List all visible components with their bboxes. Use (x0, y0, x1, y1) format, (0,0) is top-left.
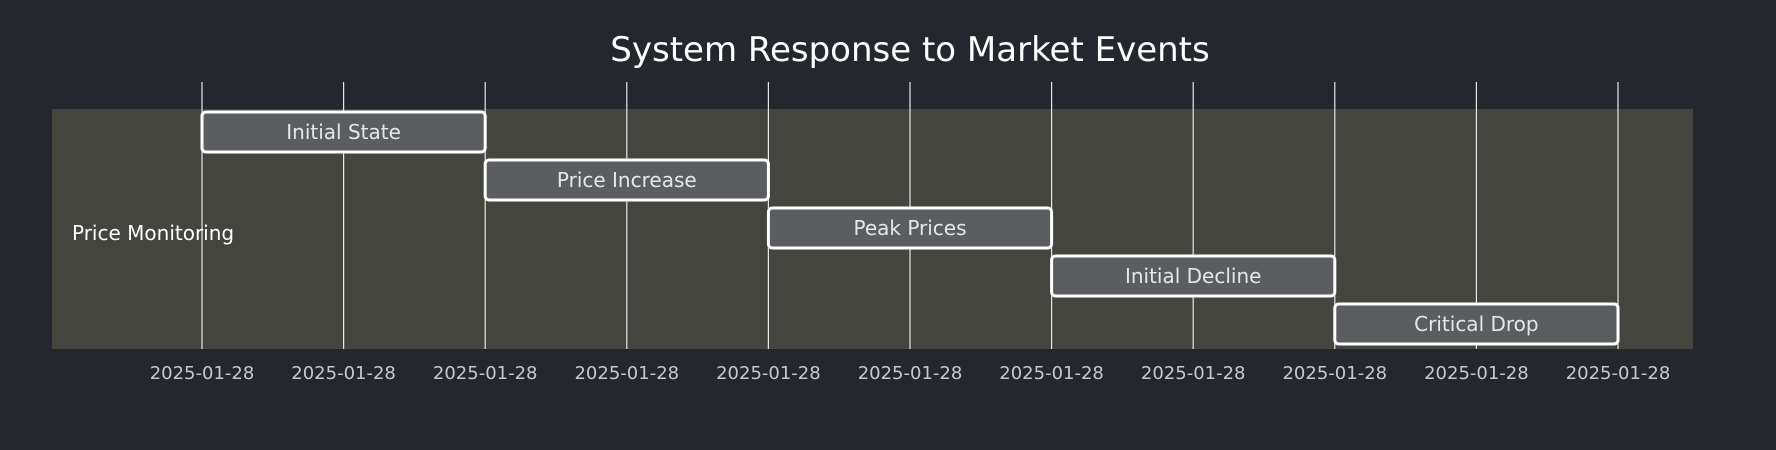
task-bar: Critical Drop (1333, 302, 1620, 346)
task-label: Initial Decline (1125, 264, 1262, 288)
x-tick-label: 2025-01-28 (1282, 363, 1387, 384)
task-bar: Price Increase (483, 158, 770, 202)
task-bar-rect (1333, 302, 1620, 346)
task-bar-rect (200, 110, 487, 154)
x-tick-label: 2025-01-28 (858, 363, 963, 384)
x-tick-label: 2025-01-28 (433, 363, 538, 384)
task-bar-rect (483, 158, 770, 202)
task-bar-rect (766, 206, 1054, 250)
task-layer: Initial State Price Increase Peak Prices In… (200, 110, 1620, 346)
x-tick-label: 2025-01-28 (291, 363, 396, 384)
x-tick-label: 2025-01-28 (716, 363, 821, 384)
x-tick-label: 2025-01-28 (1141, 363, 1246, 384)
x-tick-label: 2025-01-28 (150, 363, 255, 384)
chart-title: System Response to Market Events (610, 30, 1209, 70)
task-bar-rect (1050, 254, 1337, 298)
x-tick-label: 2025-01-28 (1424, 363, 1529, 384)
task-bar: Initial Decline (1050, 254, 1337, 298)
task-bar: Initial State (200, 110, 487, 154)
task-label: Initial State (286, 120, 401, 144)
task-label: Price Increase (557, 168, 697, 192)
x-tick-label: 2025-01-28 (1566, 363, 1671, 384)
x-tick-label: 2025-01-28 (574, 363, 679, 384)
section-label: Price Monitoring (72, 221, 234, 245)
task-label: Critical Drop (1414, 312, 1538, 336)
task-bar: Peak Prices (766, 206, 1054, 250)
task-label: Peak Prices (853, 216, 966, 240)
tick-layer: 2025-01-28 2025-01-28 2025-01-28 2025-01-28… (150, 363, 1671, 384)
x-tick-label: 2025-01-28 (999, 363, 1104, 384)
